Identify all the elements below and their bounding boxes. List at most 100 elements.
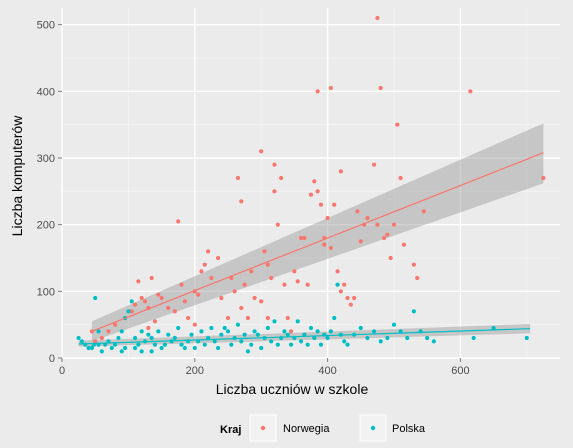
point-norwegia	[315, 189, 320, 194]
y-tick-label: 300	[37, 153, 55, 165]
point-polska	[132, 345, 138, 351]
point-polska	[199, 329, 204, 334]
point-polska	[122, 345, 128, 351]
trend-line-polska	[78, 328, 531, 345]
point-norwegia	[345, 295, 350, 301]
point-polska	[189, 332, 194, 337]
point-polska	[229, 342, 234, 347]
x-axis-ticks: 0 200 400 600	[59, 358, 470, 377]
point-norwegia	[139, 295, 144, 301]
y-tick-label: 0	[49, 353, 55, 365]
point-polska	[298, 339, 304, 344]
point-polska	[222, 325, 227, 331]
point-norwegia	[159, 295, 164, 301]
data-points	[76, 15, 546, 354]
point-norwegia	[295, 279, 300, 284]
point-polska	[99, 349, 104, 354]
legend: Kraj Norwegia Polska	[220, 414, 426, 442]
point-norwegia	[365, 215, 370, 221]
point-norwegia	[318, 202, 324, 207]
point-polska	[242, 332, 247, 337]
y-tick-label: 500	[37, 20, 55, 32]
point-polska	[232, 335, 237, 341]
point-polska	[132, 335, 138, 341]
point-polska	[332, 315, 337, 321]
point-norwegia	[156, 292, 161, 297]
y-tick-label: 100	[37, 286, 55, 298]
point-norwegia	[272, 162, 277, 167]
point-polska	[109, 345, 114, 351]
point-norwegia	[196, 292, 201, 297]
y-tick-label: 200	[37, 220, 55, 232]
point-norwegia	[308, 192, 314, 197]
point-polska	[325, 335, 330, 341]
point-norwegia	[252, 295, 257, 301]
point-polska	[172, 335, 177, 341]
point-norwegia	[192, 322, 197, 327]
point-norwegia	[355, 209, 360, 214]
point-polska	[139, 329, 144, 334]
point-polska	[342, 339, 347, 344]
point-polska	[136, 342, 141, 347]
point-polska	[308, 325, 314, 331]
point-polska	[371, 329, 377, 334]
point-norwegia	[152, 319, 158, 324]
x-tick-label: 0	[59, 365, 65, 377]
point-norwegia	[269, 275, 274, 281]
point-norwegia	[381, 235, 387, 241]
point-polska	[272, 319, 277, 324]
point-polska	[209, 325, 214, 331]
point-polska	[295, 319, 300, 324]
point-norwegia	[106, 329, 111, 334]
point-polska	[215, 345, 221, 351]
point-norwegia	[328, 85, 334, 91]
point-norwegia	[149, 275, 154, 281]
point-norwegia	[93, 339, 98, 344]
point-polska	[225, 329, 231, 334]
point-norwegia	[401, 242, 407, 247]
point-norwegia	[166, 305, 171, 311]
point-polska	[159, 345, 164, 351]
legend-marker-polska	[370, 425, 376, 431]
legend-marker-norwegia	[260, 425, 266, 431]
point-polska	[149, 335, 154, 341]
trend-line-norwegia	[91, 152, 544, 332]
point-norwegia	[219, 295, 224, 301]
point-polska	[89, 345, 94, 351]
point-polska	[235, 322, 241, 327]
point-polska	[288, 342, 294, 347]
point-polska	[285, 332, 290, 337]
point-norwegia	[249, 269, 254, 274]
legend-label-norwegia: Norwegia	[283, 423, 330, 435]
x-tick-label: 600	[451, 365, 469, 377]
point-norwegia	[305, 282, 310, 287]
point-norwegia	[275, 222, 280, 227]
point-norwegia	[421, 209, 426, 214]
point-polska	[385, 335, 390, 341]
point-norwegia	[242, 282, 247, 287]
point-norwegia	[388, 255, 393, 261]
point-norwegia	[225, 315, 231, 321]
legend-label-polska: Polska	[392, 423, 426, 435]
point-norwegia	[358, 239, 363, 244]
point-polska	[305, 342, 310, 347]
point-norwegia	[182, 299, 187, 304]
point-polska	[391, 322, 397, 327]
point-polska	[113, 342, 118, 347]
point-polska	[259, 345, 264, 351]
legend-key-polska	[359, 414, 387, 442]
point-norwegia	[186, 315, 191, 321]
point-norwegia	[259, 299, 264, 304]
point-polska	[212, 339, 217, 344]
point-polska	[265, 325, 270, 331]
point-polska	[275, 342, 280, 347]
point-norwegia	[129, 309, 134, 314]
point-norwegia	[262, 249, 267, 254]
point-norwegia	[335, 269, 340, 274]
grid-minor	[62, 8, 560, 358]
point-norwegia	[99, 335, 104, 341]
point-norwegia	[302, 235, 307, 241]
point-polska	[405, 335, 410, 341]
point-norwegia	[239, 199, 244, 204]
